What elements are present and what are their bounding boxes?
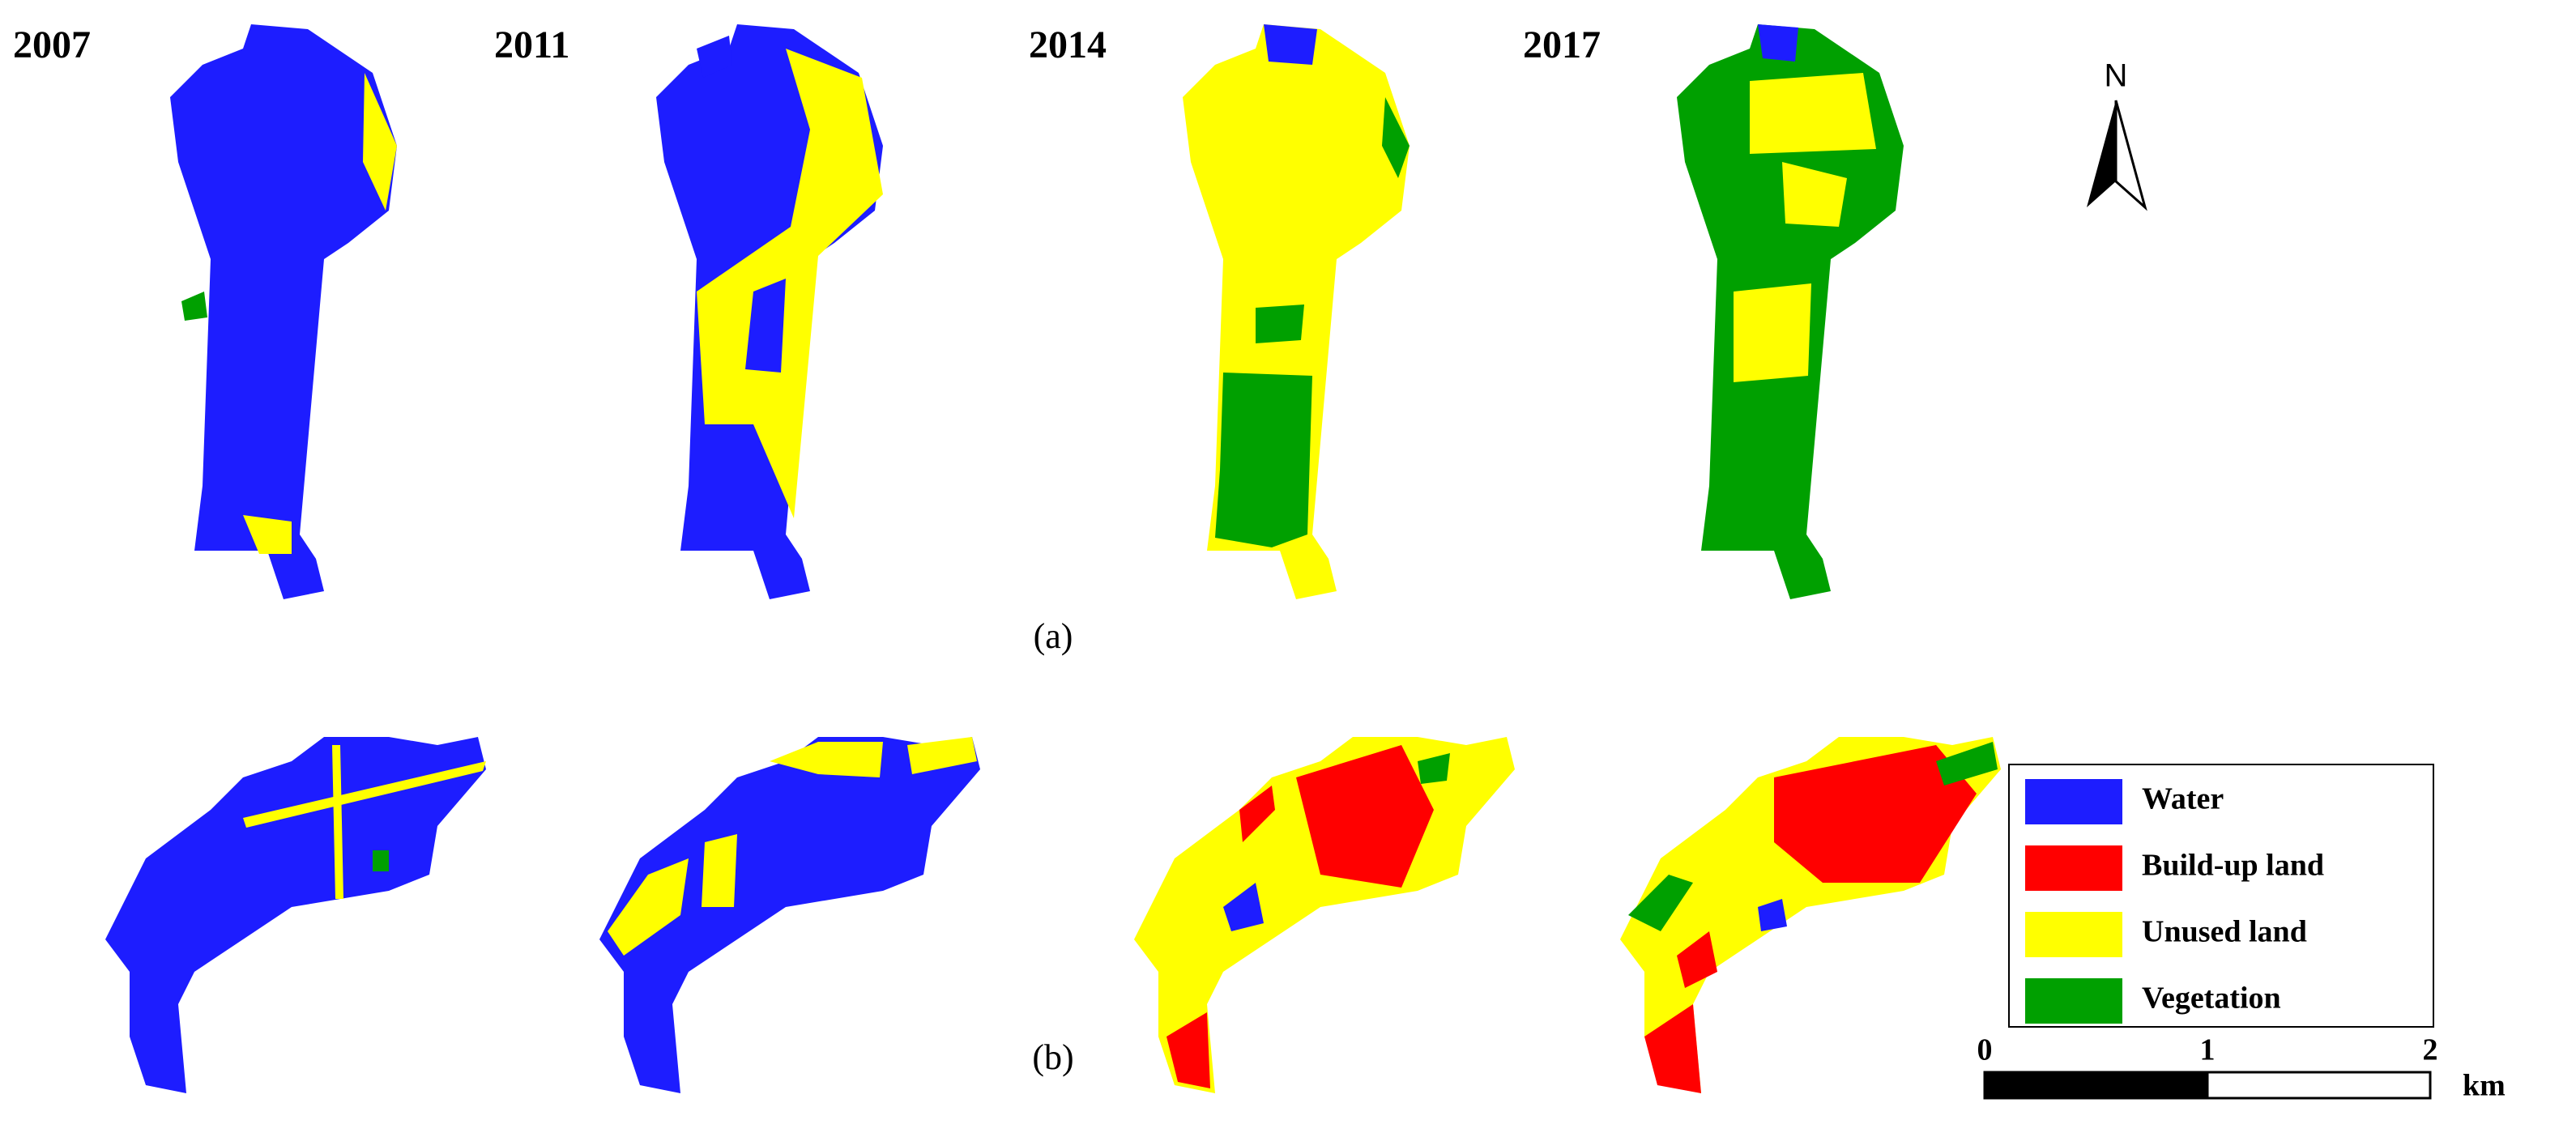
map-a bbox=[170, 24, 397, 599]
land-patch bbox=[608, 858, 689, 956]
arrow-half bbox=[2114, 100, 2147, 211]
year-label: 2011 bbox=[494, 23, 569, 66]
legend-swatch bbox=[2025, 978, 2122, 1024]
scale-bar: 0 1 2 km bbox=[1977, 1033, 2506, 1103]
land-patch bbox=[1239, 786, 1275, 842]
legend: Water Build-up land Unused land Vegetation bbox=[2025, 779, 2324, 1024]
map-b bbox=[105, 737, 486, 1093]
land-patch bbox=[243, 761, 486, 828]
land-patch bbox=[1418, 753, 1450, 784]
land-patch bbox=[243, 515, 292, 554]
maps bbox=[105, 24, 2001, 1093]
map-b bbox=[1134, 737, 1515, 1093]
land-patch bbox=[373, 850, 389, 871]
year-label: 2007 bbox=[13, 23, 91, 66]
land-patch bbox=[363, 73, 397, 211]
land-patch bbox=[1628, 875, 1693, 931]
legend-label: Build-up land bbox=[2142, 849, 2324, 883]
scale-segment bbox=[1983, 1071, 2209, 1100]
land-patch bbox=[1264, 24, 1317, 65]
land-patch bbox=[1750, 73, 1876, 154]
land-patch bbox=[745, 279, 786, 373]
land-patch bbox=[1782, 162, 1847, 227]
north-label: N bbox=[2105, 58, 2128, 94]
land-area bbox=[599, 737, 980, 1093]
legend-swatch bbox=[2025, 912, 2122, 957]
land-patch bbox=[697, 36, 732, 78]
land-patch bbox=[332, 745, 343, 899]
year-label: 2017 bbox=[1523, 23, 1601, 66]
scale-unit: km bbox=[2463, 1069, 2506, 1103]
land-patch bbox=[1223, 883, 1264, 931]
land-patch bbox=[770, 742, 883, 777]
legend-swatch bbox=[2025, 845, 2122, 891]
land-patch bbox=[1296, 745, 1434, 888]
land-patch bbox=[181, 292, 207, 321]
land-patch bbox=[1215, 373, 1312, 547]
legend-label: Vegetation bbox=[2142, 982, 2281, 1016]
map-a bbox=[1677, 24, 1904, 599]
land-patch bbox=[1734, 283, 1811, 382]
map-a bbox=[656, 24, 883, 599]
north-arrow: N bbox=[2087, 58, 2147, 211]
land-patch bbox=[1644, 1004, 1701, 1093]
land-patch bbox=[697, 49, 883, 518]
map-b bbox=[1620, 737, 2001, 1093]
arrow-half bbox=[2087, 100, 2116, 207]
land-patch bbox=[1758, 899, 1787, 931]
land-area bbox=[170, 24, 397, 599]
panel-label: (b) bbox=[1032, 1037, 1073, 1077]
year-label: 2014 bbox=[1029, 23, 1107, 66]
scale-tick-label: 0 bbox=[1977, 1033, 1993, 1067]
land-patch bbox=[1774, 745, 1977, 883]
map-b bbox=[599, 737, 980, 1093]
panel-label: (a) bbox=[1034, 616, 1073, 656]
land-patch bbox=[1166, 1012, 1210, 1088]
legend-label: Water bbox=[2142, 782, 2224, 816]
land-patch bbox=[1256, 304, 1304, 343]
scale-tick-label: 1 bbox=[2200, 1033, 2216, 1067]
scale-tick-label: 2 bbox=[2423, 1033, 2438, 1067]
scale-segment bbox=[2206, 1071, 2432, 1100]
land-patch bbox=[1936, 742, 1998, 786]
land-area bbox=[105, 737, 486, 1093]
legend-swatch bbox=[2025, 779, 2122, 824]
land-patch bbox=[1677, 931, 1717, 988]
land-patch bbox=[907, 737, 977, 774]
land-patch bbox=[1758, 24, 1798, 62]
map-a bbox=[1183, 24, 1410, 599]
land-patch bbox=[702, 834, 737, 907]
land-patch bbox=[1382, 97, 1410, 178]
legend-label: Unused land bbox=[2142, 915, 2307, 949]
